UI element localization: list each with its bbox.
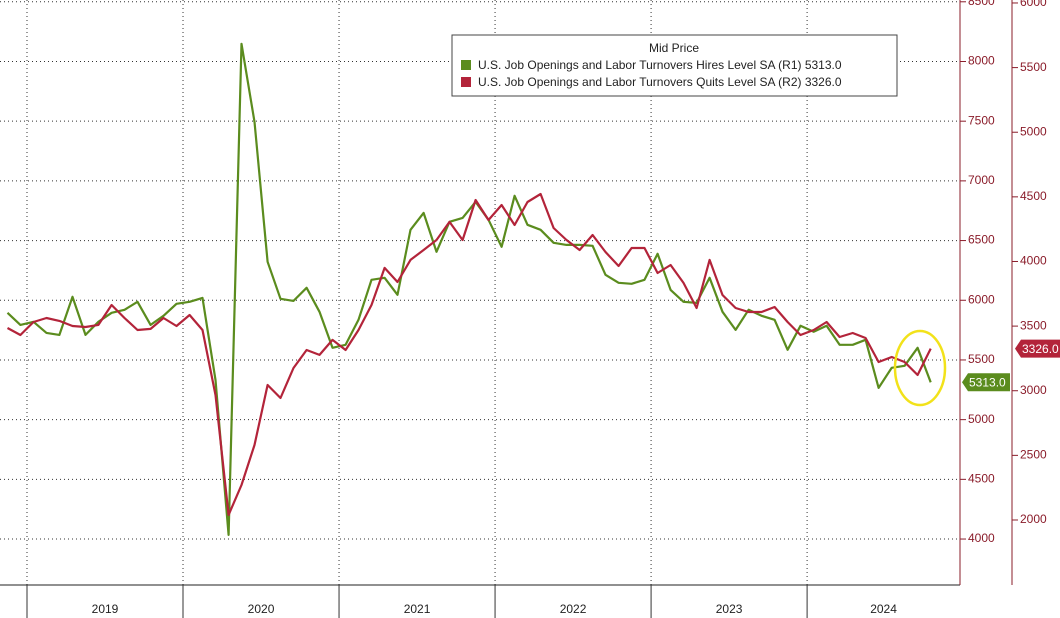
last-value-label: 5313.0 xyxy=(969,375,1006,389)
y-tick-label: 5000 xyxy=(968,412,995,426)
x-tick-label: 2021 xyxy=(404,602,431,616)
series-line xyxy=(6,42,932,536)
y-tick-label: 6500 xyxy=(968,233,995,247)
last-value-tag xyxy=(962,373,1010,392)
grid xyxy=(0,0,960,585)
lines xyxy=(6,42,932,536)
highlight-ellipse xyxy=(893,329,947,407)
y2-tick-label: 5500 xyxy=(1020,60,1047,74)
last-value-label: 3326.0 xyxy=(1022,342,1059,356)
y2-tick-label: 6000 xyxy=(1020,0,1047,9)
last-value-tag xyxy=(1015,339,1060,358)
axes: 4000 4500 5000 5500 6000 6500 7000 7500 8000 8500… xyxy=(26,0,1060,618)
y-tick-label: 8000 xyxy=(968,54,995,68)
y2-tick-label: 5000 xyxy=(1020,124,1047,138)
y2-tick-label: 2000 xyxy=(1020,512,1047,526)
legend: Mid Price U.S. Job Openings and Labor Tu… xyxy=(451,34,898,97)
y-tick-label: 8500 xyxy=(968,0,995,8)
x-tick-label: 2024 xyxy=(870,602,897,616)
x-tick-label: 2022 xyxy=(560,602,587,616)
legend-swatch xyxy=(461,77,471,87)
y2-tick-label: 3500 xyxy=(1020,318,1047,332)
y-tick-label: 4000 xyxy=(968,531,995,545)
y2-tick-label: 2500 xyxy=(1020,448,1047,462)
legend-swatch xyxy=(461,60,471,70)
y2-tick-label: 4500 xyxy=(1020,189,1047,203)
y2-tick-label: 3000 xyxy=(1020,383,1047,397)
x-tick-label: 2019 xyxy=(92,602,119,616)
legend-entry: U.S. Job Openings and Labor Turnovers Qu… xyxy=(478,75,842,89)
legend-box xyxy=(451,34,898,97)
x-tick-label: 2020 xyxy=(248,602,275,616)
y-tick-label: 5500 xyxy=(968,352,995,366)
y2-tick-label: 4000 xyxy=(1020,254,1047,268)
y-tick-label: 7500 xyxy=(968,113,995,127)
legend-entry: U.S. Job Openings and Labor Turnovers Hi… xyxy=(478,58,842,72)
legend-title: Mid Price xyxy=(649,41,699,55)
y-tick-label: 7000 xyxy=(968,173,995,187)
series-line xyxy=(6,192,932,516)
y-tick-label: 4500 xyxy=(968,472,995,486)
y-tick-label: 6000 xyxy=(968,292,995,306)
x-tick-label: 2023 xyxy=(716,602,743,616)
